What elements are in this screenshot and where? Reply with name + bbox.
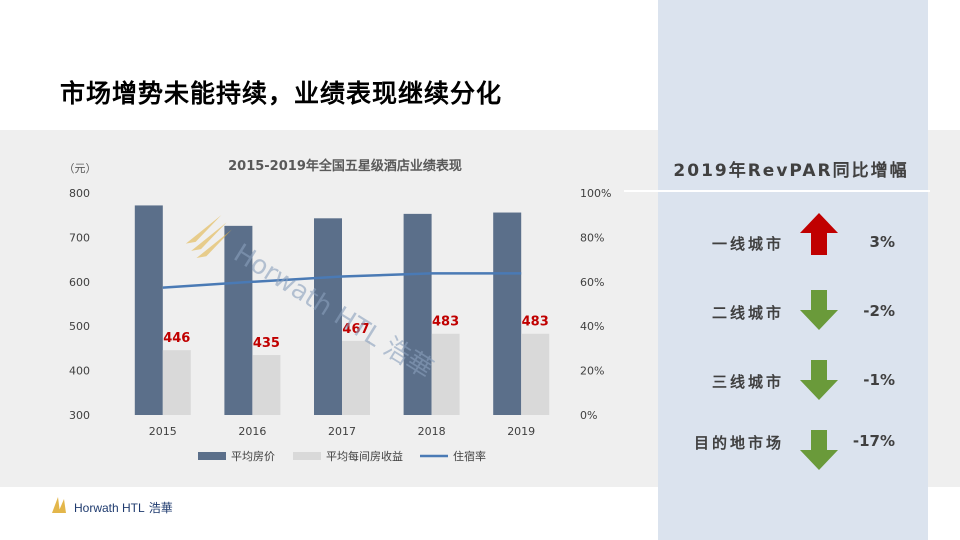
x-axis-ticks: 2015 2016 2017 2018 2019	[149, 425, 535, 438]
arrow-down-icon	[800, 360, 838, 400]
arrow-down-icon	[800, 430, 838, 470]
value-destination: -17%	[852, 432, 895, 450]
y2-tick-label: 40%	[580, 320, 604, 333]
x-tick-label: 2018	[418, 425, 446, 438]
y2-tick-label: 0%	[580, 409, 597, 422]
bar-avg-rate	[224, 225, 253, 415]
footer-brand: Horwath HTL 浩華	[74, 499, 173, 516]
y-axis-unit: （元）	[64, 162, 97, 175]
arrow-up-icon	[800, 213, 838, 255]
chart-title: 2015-2019年全国五星级酒店业绩表现	[228, 158, 462, 174]
y2-tick-label: 80%	[580, 231, 604, 244]
y-tick-label: 400	[69, 365, 90, 378]
legend-label: 平均房价	[231, 450, 275, 463]
value-tier1: 3%	[869, 233, 895, 251]
y2-tick-label: 60%	[580, 276, 604, 289]
x-tick-label: 2015	[149, 425, 177, 438]
data-labels: 446 435 467 483 483	[163, 315, 549, 351]
x-tick-label: 2016	[238, 425, 266, 438]
arrow-down-icon	[800, 290, 838, 330]
y-tick-label: 800	[69, 187, 90, 200]
city-label-tier3: 三线城市	[711, 373, 784, 391]
value-tier3: -1%	[863, 371, 895, 389]
city-label-destination: 目的地市场	[693, 434, 784, 452]
bar-avg-rate	[314, 218, 342, 415]
data-label: 483	[522, 315, 549, 330]
data-label: 446	[163, 331, 190, 346]
x-tick-label: 2017	[328, 425, 356, 438]
horwath-logo-icon	[52, 497, 66, 513]
y-tick-label: 500	[69, 320, 90, 333]
legend-label: 住宿率	[453, 449, 486, 463]
panel-divider	[624, 190, 930, 192]
bar-revpar	[521, 333, 550, 415]
legend: 平均房价 平均每间房收益 住宿率	[198, 449, 486, 463]
y-axis-ticks: 300 400 500 600 700 800	[69, 187, 90, 422]
bar-revpar	[342, 340, 370, 415]
footer-brand-en: Horwath HTL	[74, 501, 145, 515]
bars	[134, 205, 550, 415]
legend-swatch	[198, 452, 226, 460]
watermark: Horwath HTL 浩華	[185, 215, 438, 385]
data-label: 467	[342, 322, 369, 337]
slide-title: 市场增势未能持续，业绩表现继续分化	[60, 79, 503, 108]
y2-tick-label: 100%	[580, 187, 611, 200]
bar-revpar	[431, 333, 460, 415]
legend-label: 平均每间房收益	[326, 449, 403, 463]
city-label-tier2: 二线城市	[711, 304, 784, 322]
occupancy-line-path	[162, 272, 522, 289]
data-label: 483	[432, 315, 459, 330]
value-tier2: -2%	[863, 302, 895, 320]
data-label: 435	[253, 336, 280, 351]
panel-title: 2019年RevPAR同比增幅	[673, 161, 909, 181]
footer-brand-cn: 浩華	[148, 501, 173, 515]
y2-axis-ticks: 0% 20% 40% 60% 80% 100%	[580, 187, 611, 422]
y-tick-label: 700	[69, 231, 90, 244]
right-panel-background	[658, 0, 928, 540]
occupancy-line	[162, 272, 522, 289]
bar-revpar	[252, 355, 281, 415]
city-label-tier1: 一线城市	[711, 235, 784, 253]
y-tick-label: 600	[69, 276, 90, 289]
bar-revpar	[162, 350, 191, 415]
y-tick-label: 300	[69, 409, 90, 422]
bar-avg-rate	[134, 205, 163, 415]
legend-swatch	[293, 452, 321, 460]
bar-avg-rate	[493, 212, 522, 415]
x-tick-label: 2019	[507, 425, 535, 438]
y2-tick-label: 20%	[580, 365, 604, 378]
bar-avg-rate	[403, 213, 432, 415]
